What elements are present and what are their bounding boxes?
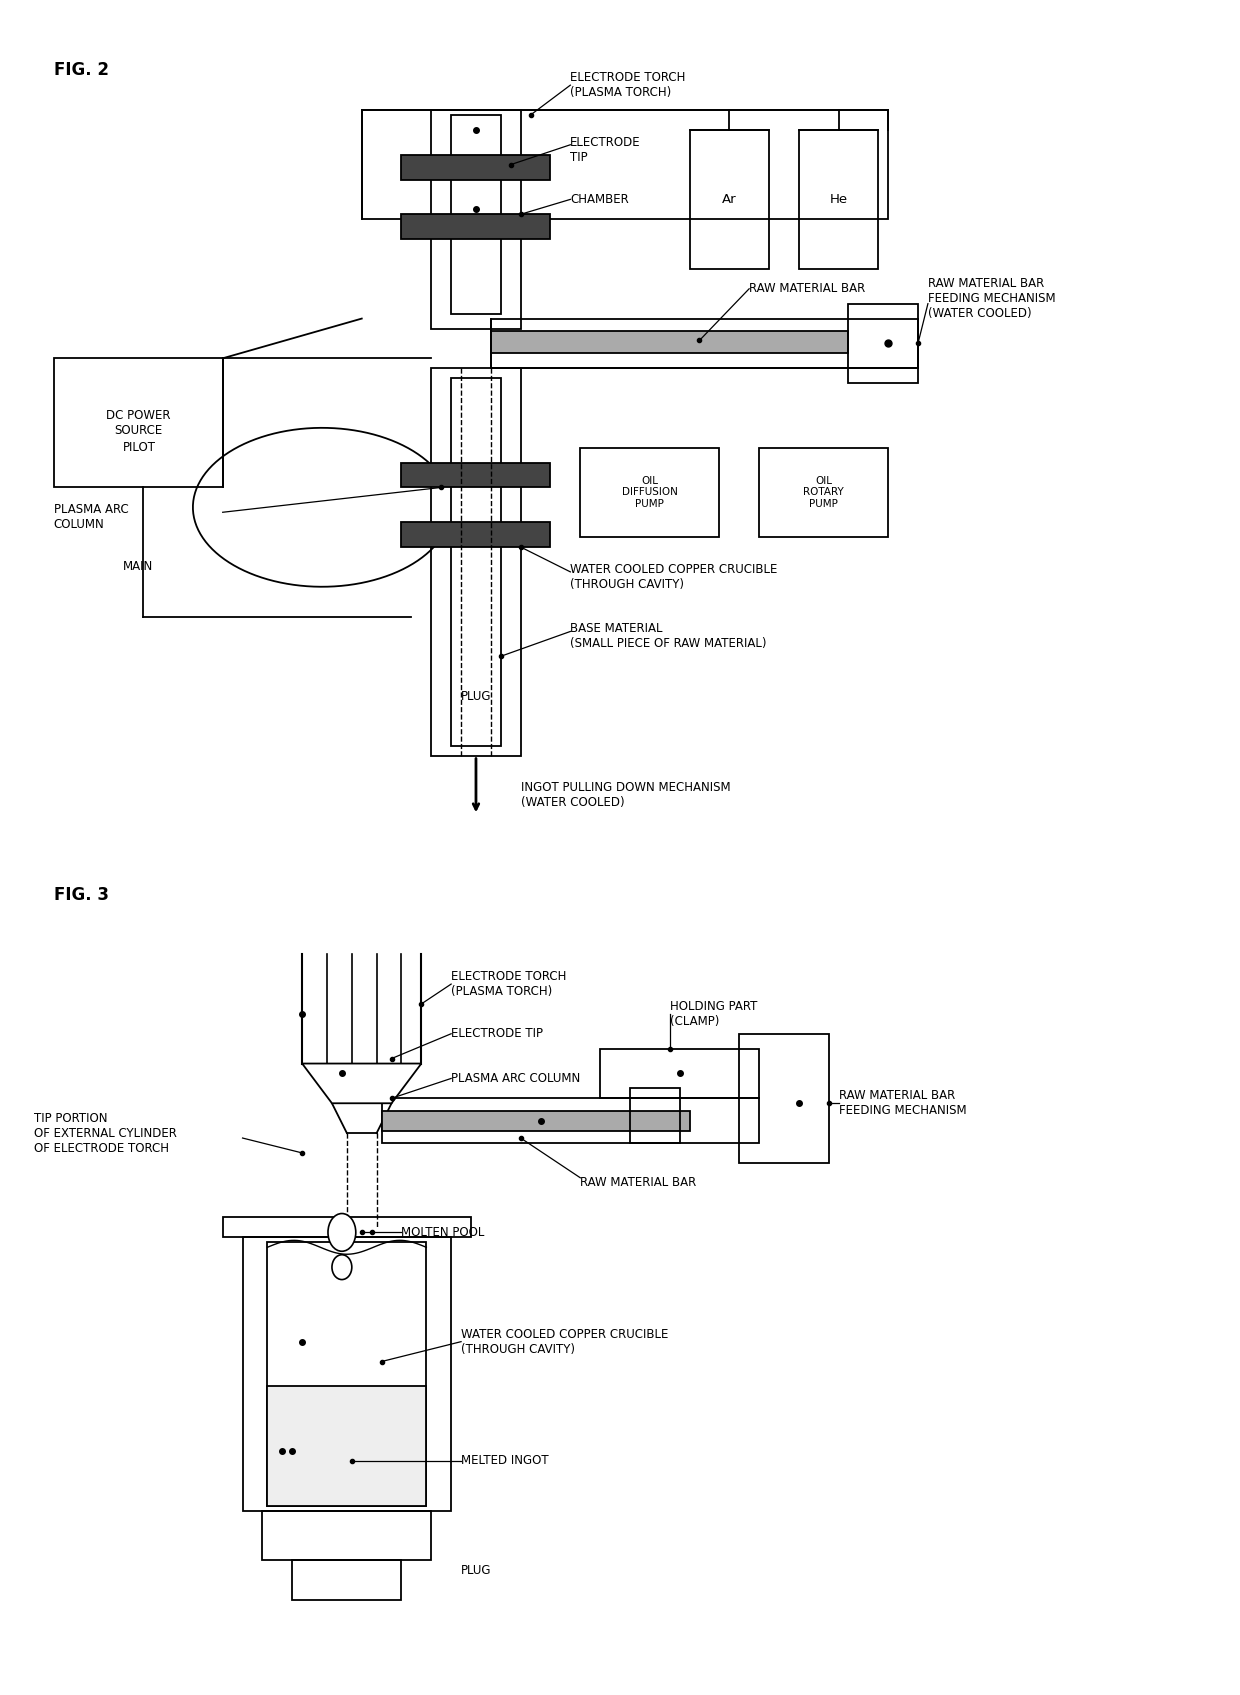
Bar [491,319,918,368]
Text: RAW MATERIAL BAR: RAW MATERIAL BAR [749,283,866,295]
Text: DC POWER
SOURCE: DC POWER SOURCE [105,408,171,437]
Text: WATER COOLED COPPER CRUCIBLE
(THROUGH CAVITY): WATER COOLED COPPER CRUCIBLE (THROUGH CA… [570,563,777,592]
Text: He: He [830,193,848,205]
Bar [402,522,551,547]
Bar [402,154,551,180]
Text: BASE MATERIAL
(SMALL PIECE OF RAW MATERIAL): BASE MATERIAL (SMALL PIECE OF RAW MATERI… [570,622,766,651]
Text: PLASMA ARC COLUMN: PLASMA ARC COLUMN [451,1071,580,1085]
Text: FIG. 3: FIG. 3 [53,886,109,903]
Text: OIL
DIFFUSION
PUMP: OIL DIFFUSION PUMP [622,476,678,508]
Bar [268,1242,427,1505]
Text: ELECTRODE TIP: ELECTRODE TIP [451,1027,543,1041]
Bar [432,368,521,756]
Bar [630,1088,680,1142]
Bar [223,1217,471,1237]
Bar [382,1112,689,1131]
Text: INGOT PULLING DOWN MECHANISM
(WATER COOLED): INGOT PULLING DOWN MECHANISM (WATER COOL… [521,781,730,809]
Bar [600,1049,759,1098]
Text: HOLDING PART
(CLAMP): HOLDING PART (CLAMP) [670,1000,758,1027]
Bar [689,131,769,270]
Bar [451,378,501,746]
Text: ELECTRODE TORCH
(PLASMA TORCH): ELECTRODE TORCH (PLASMA TORCH) [451,970,567,998]
Text: RAW MATERIAL BAR: RAW MATERIAL BAR [580,1176,697,1190]
Ellipse shape [327,1214,356,1251]
Bar [739,1034,828,1163]
Text: RAW MATERIAL BAR
FEEDING MECHANISM: RAW MATERIAL BAR FEEDING MECHANISM [838,1090,966,1117]
Ellipse shape [332,1254,352,1280]
Text: ELECTRODE TORCH
(PLASMA TORCH): ELECTRODE TORCH (PLASMA TORCH) [570,71,686,100]
Text: MOLTEN POOL: MOLTEN POOL [402,1225,485,1239]
Bar [53,358,223,488]
Bar [382,1098,759,1142]
Polygon shape [303,1063,422,1103]
Bar [799,131,878,270]
Bar [402,463,551,488]
Bar [491,332,848,353]
Bar [243,1237,451,1510]
Text: Ar: Ar [722,193,737,205]
Text: PLASMA ARC
COLUMN: PLASMA ARC COLUMN [53,503,129,531]
Bar [432,110,521,329]
Text: TIP PORTION
OF EXTERNAL CYLINDER
OF ELECTRODE TORCH: TIP PORTION OF EXTERNAL CYLINDER OF ELEC… [33,1112,177,1154]
Text: WATER COOLED COPPER CRUCIBLE
(THROUGH CAVITY): WATER COOLED COPPER CRUCIBLE (THROUGH CA… [461,1327,668,1356]
Text: PLUG: PLUG [461,690,491,702]
Text: OIL
ROTARY
PUMP: OIL ROTARY PUMP [804,476,844,508]
Text: PILOT: PILOT [123,441,156,454]
Bar [580,447,719,537]
Text: ELECTRODE
TIP: ELECTRODE TIP [570,136,641,164]
Text: PLUG: PLUG [461,1563,491,1576]
Text: RAW MATERIAL BAR
FEEDING MECHANISM
(WATER COOLED): RAW MATERIAL BAR FEEDING MECHANISM (WATE… [928,278,1055,320]
Text: MELTED INGOT: MELTED INGOT [461,1454,549,1468]
Bar [263,1510,432,1559]
Bar [362,110,888,219]
Bar [759,447,888,537]
Text: MAIN: MAIN [123,561,154,573]
Bar [402,214,551,239]
Bar [268,1387,427,1505]
Text: FIG. 2: FIG. 2 [53,61,109,80]
Text: CHAMBER: CHAMBER [570,193,629,205]
Bar [451,115,501,314]
Bar [848,303,918,383]
Bar [293,1559,402,1600]
